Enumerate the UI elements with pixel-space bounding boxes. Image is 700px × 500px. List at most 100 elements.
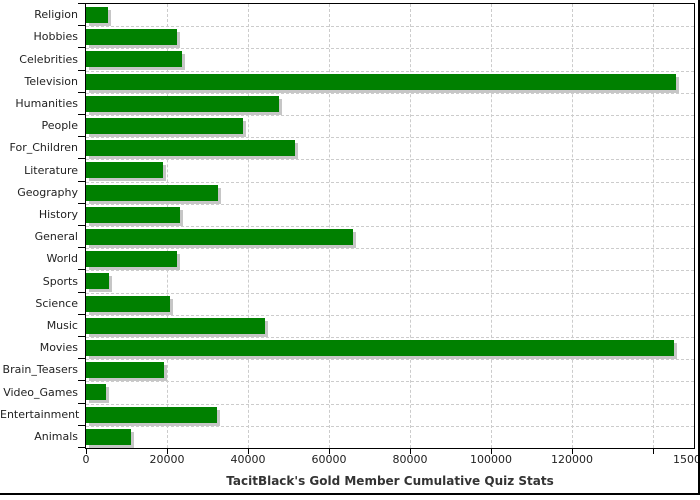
x-axis-label: 40000	[230, 453, 266, 466]
y-axis-label: Celebrities	[19, 53, 78, 66]
bar-people	[86, 118, 243, 134]
y-axis-label: People	[41, 119, 78, 132]
bar-television	[86, 74, 676, 90]
plot-area	[85, 3, 695, 449]
bar-brain_teasers	[86, 362, 164, 378]
y-axis-label: Movies	[39, 341, 78, 354]
x-axis-tick	[86, 449, 87, 454]
y-axis-label: World	[46, 252, 78, 265]
y-gridline	[86, 71, 694, 72]
y-axis-tick	[78, 247, 85, 248]
y-gridline	[86, 315, 694, 316]
y-gridline	[86, 93, 694, 94]
y-axis-label: Television	[24, 75, 79, 88]
y-axis-label: Animals	[34, 430, 78, 443]
y-axis-tick	[78, 336, 85, 337]
y-axis-tick	[78, 136, 85, 137]
y-axis-tick	[78, 203, 85, 204]
y-gridline	[86, 204, 694, 205]
y-axis-tick	[78, 3, 85, 4]
x-axis-tick	[329, 449, 330, 454]
x-axis-label: 120000	[551, 453, 593, 466]
y-gridline	[86, 270, 694, 271]
x-axis-label: 20000	[149, 453, 185, 466]
y-gridline	[86, 359, 694, 360]
bar-general	[86, 229, 353, 245]
y-gridline	[86, 381, 694, 382]
y-axis-tick	[78, 225, 85, 226]
bar-religion	[86, 7, 108, 23]
y-axis-tick	[78, 47, 85, 48]
x-axis-label: 80000	[392, 453, 428, 466]
bar-hobbies	[86, 29, 177, 45]
y-gridline	[86, 248, 694, 249]
y-axis-tick	[78, 114, 85, 115]
y-gridline	[86, 226, 694, 227]
bar-entertainment	[86, 407, 217, 423]
y-gridline	[86, 426, 694, 427]
x-axis-label: 60000	[311, 453, 347, 466]
bar-celebrities	[86, 51, 182, 67]
y-axis-label: History	[38, 208, 78, 221]
bar-music	[86, 318, 265, 334]
y-axis-tick	[78, 425, 85, 426]
x-axis-tick	[491, 449, 492, 454]
y-gridline	[86, 26, 694, 27]
y-axis-tick	[78, 92, 85, 93]
y-axis-label: General	[34, 230, 78, 243]
x-axis-tick	[410, 449, 411, 454]
y-axis-tick	[78, 181, 85, 182]
x-axis-tick	[248, 449, 249, 454]
y-axis-label: Geography	[17, 186, 78, 199]
y-axis-tick	[78, 269, 85, 270]
y-axis-label: For_Children	[9, 141, 78, 154]
y-axis-tick	[78, 158, 85, 159]
bar-science	[86, 296, 170, 312]
x-axis-label: 150000	[673, 453, 700, 466]
y-axis-tick	[78, 403, 85, 404]
y-gridline	[86, 137, 694, 138]
y-axis-tick	[78, 70, 85, 71]
bar-world	[86, 251, 177, 267]
frame-bottom-border	[0, 493, 700, 495]
bar-video_games	[86, 384, 106, 400]
bar-geography	[86, 185, 218, 201]
bar-movies	[86, 340, 674, 356]
y-axis-tick	[78, 380, 85, 381]
y-axis-label: Music	[46, 319, 78, 332]
chart-title: TacitBlack's Gold Member Cumulative Quiz…	[226, 474, 554, 488]
bar-humanities	[86, 96, 279, 112]
y-axis-tick	[78, 358, 85, 359]
y-axis-tick	[78, 292, 85, 293]
y-axis-label: Sports	[42, 275, 78, 288]
y-axis-label: Science	[35, 297, 78, 310]
x-axis-tick	[653, 449, 654, 454]
bar-for_children	[86, 140, 295, 156]
x-axis-tick	[572, 449, 573, 454]
y-axis-tick	[78, 314, 85, 315]
y-axis-label: Brain_Teasers	[2, 363, 78, 376]
bar-history	[86, 207, 180, 223]
y-axis-label: Religion	[34, 8, 78, 21]
bar-animals	[86, 429, 131, 445]
y-gridline	[86, 159, 694, 160]
y-axis-tick	[78, 25, 85, 26]
y-axis-label: Hobbies	[33, 30, 78, 43]
y-gridline	[86, 404, 694, 405]
y-axis-label: Entertainment	[0, 408, 80, 421]
y-axis-tick	[78, 447, 85, 448]
y-gridline	[86, 337, 694, 338]
frame-right-border	[698, 0, 700, 495]
x-axis-tick	[167, 449, 168, 454]
y-gridline	[86, 115, 694, 116]
x-axis-label: 0	[82, 453, 90, 466]
y-axis-label: Video_Games	[3, 386, 78, 399]
y-axis-label: Humanities	[15, 97, 78, 110]
bar-literature	[86, 162, 163, 178]
bar-sports	[86, 273, 109, 289]
y-gridline	[86, 293, 694, 294]
y-axis-label: Literature	[24, 164, 78, 177]
x-axis-label: 100000	[470, 453, 512, 466]
y-gridline	[86, 182, 694, 183]
